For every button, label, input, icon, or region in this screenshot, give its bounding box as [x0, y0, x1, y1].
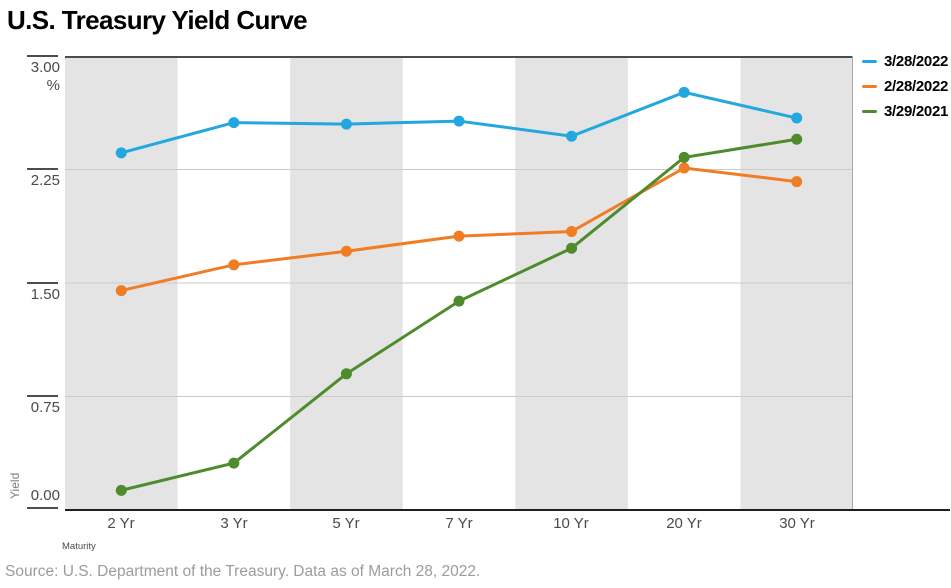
y-axis-tick — [27, 168, 58, 170]
legend-line-swatch-icon — [862, 110, 877, 113]
legend-label: 3/29/2021 — [884, 103, 949, 120]
legend-item: 3/29/2021 — [862, 103, 948, 120]
y-axis-tick — [27, 395, 58, 397]
source-note: Source: U.S. Department of the Treasury.… — [5, 563, 481, 580]
y-axis-label: 2.25 — [30, 172, 60, 189]
y-axis-label: 0.75 — [30, 399, 60, 416]
legend-label: 2/28/2022 — [884, 78, 949, 95]
chart-title: U.S. Treasury Yield Curve — [7, 5, 308, 35]
y-axis-title: Yield — [8, 472, 22, 499]
y-axis-label: 3.00 — [30, 59, 60, 76]
legend-item: 2/28/2022 — [862, 78, 948, 95]
legend-item: 3/28/2022 — [862, 53, 948, 70]
y-axis-tick — [27, 55, 58, 57]
x-axis-label: 5 Yr — [332, 515, 360, 532]
x-axis-line — [65, 509, 950, 511]
x-axis-title: Maturity — [62, 541, 96, 552]
x-axis-label: 30 Yr — [779, 515, 815, 532]
y-axis-tick — [27, 507, 58, 509]
legend-label: 3/28/2022 — [884, 53, 949, 70]
plot-area — [65, 56, 853, 510]
x-axis-label: 2 Yr — [107, 515, 135, 532]
legend-line-swatch-icon — [862, 85, 877, 88]
legend: 3/28/2022 2/28/2022 3/29/2021 — [862, 53, 948, 128]
y-axis-tick — [27, 282, 58, 284]
x-axis-label: 7 Yr — [445, 515, 473, 532]
y-axis-unit: % — [46, 77, 60, 94]
y-axis-label: 0.00 — [30, 487, 60, 504]
x-axis-label: 10 Yr — [553, 515, 589, 532]
y-axis-label: 1.50 — [30, 286, 60, 303]
plot-svg — [65, 56, 853, 510]
legend-line-swatch-icon — [862, 60, 877, 63]
x-axis-label: 3 Yr — [220, 515, 248, 532]
x-axis-label: 20 Yr — [666, 515, 702, 532]
